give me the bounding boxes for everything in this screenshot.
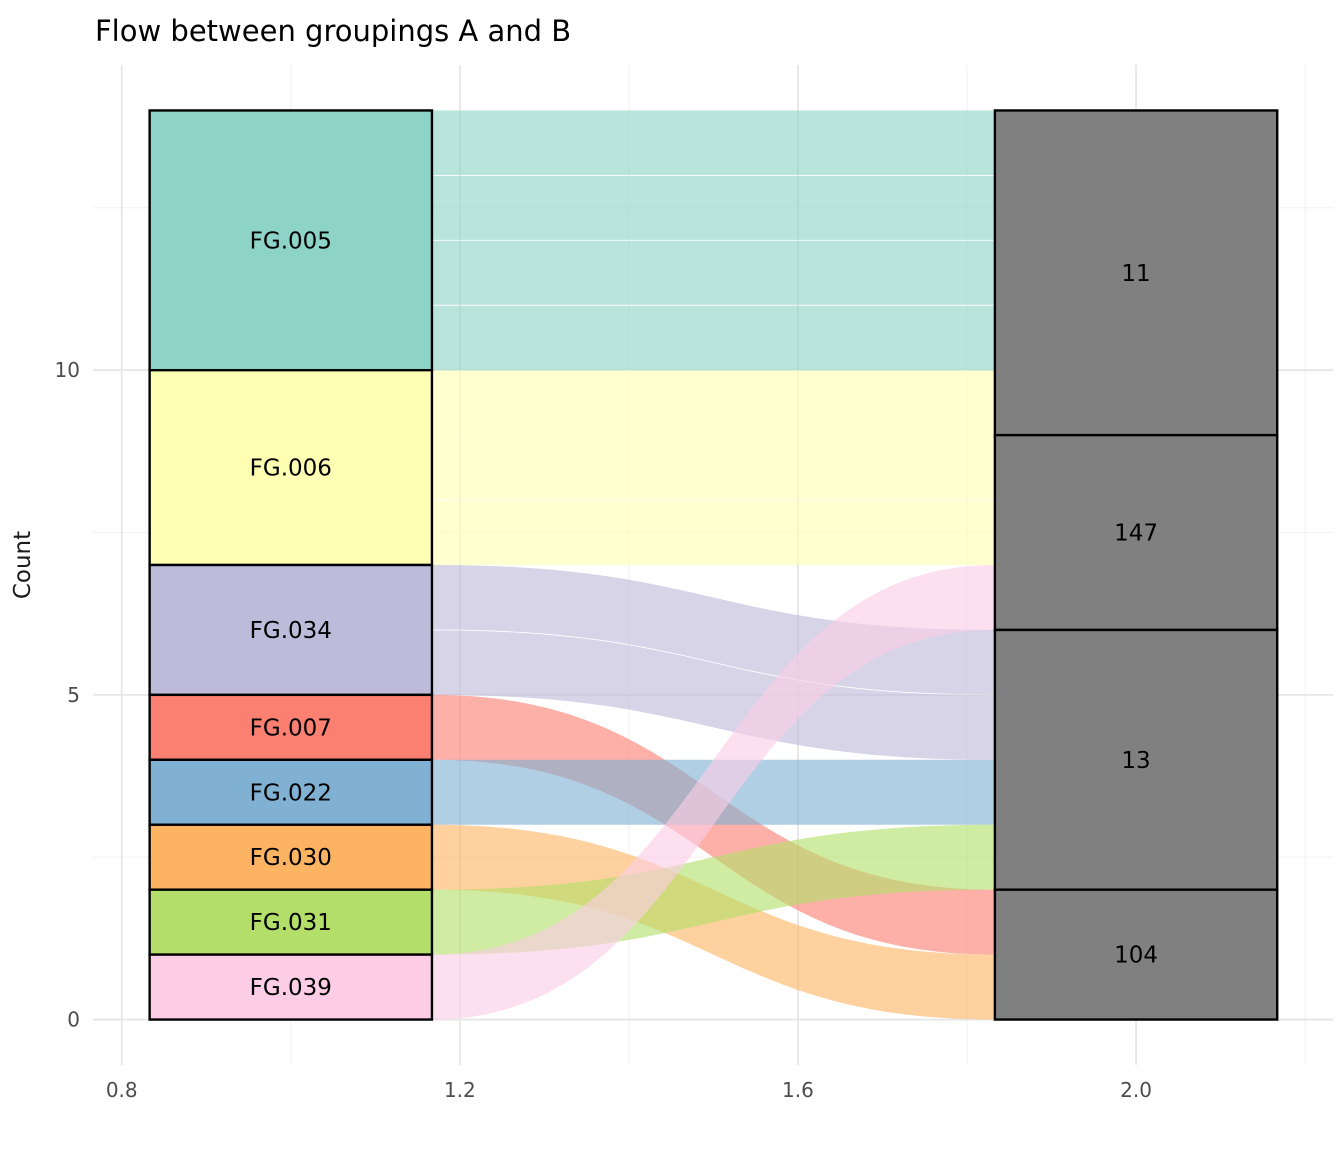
stratum-11[interactable]	[993, 109, 1279, 437]
flow-FG.005-11[interactable]	[431, 305, 995, 371]
flow-ribbons	[431, 110, 995, 1020]
x-tick-label: 2.0	[1120, 1078, 1152, 1102]
stratum-FG.030[interactable]	[148, 823, 434, 891]
flow-FG.039-147[interactable]	[431, 565, 995, 1020]
x-tick-label: 1.2	[444, 1078, 476, 1102]
strata-boxes: FG.005FG.006FG.034FG.007FG.022FG.030FG.0…	[148, 109, 1279, 1021]
flow-FG.005-11[interactable]	[431, 175, 995, 240]
stratum-104[interactable]	[993, 888, 1279, 1021]
y-tick-label: 0	[67, 1008, 80, 1032]
stratum-FG.007[interactable]	[148, 693, 434, 762]
x-tick-label: 0.8	[106, 1078, 138, 1102]
flow-FG.005-11[interactable]	[431, 240, 995, 305]
stratum-FG.034[interactable]	[148, 563, 434, 697]
stratum-FG.006[interactable]	[148, 368, 434, 567]
flow-FG.006-147[interactable]	[431, 435, 995, 500]
stratum-FG.005[interactable]	[148, 109, 434, 372]
flow-FG.006-11[interactable]	[431, 370, 995, 436]
stratum-147[interactable]	[993, 433, 1279, 632]
y-tick-label: 5	[67, 683, 80, 707]
chart-title: Flow between groupings A and B	[95, 14, 571, 48]
x-tick-label: 1.6	[782, 1078, 814, 1102]
flow-FG.034-13[interactable]	[431, 630, 995, 760]
stratum-FG.022[interactable]	[148, 758, 434, 826]
flow-FG.006-147[interactable]	[431, 500, 995, 565]
y-tick-label: 10	[55, 358, 80, 382]
axis-labels: 0 5 10 0.8 1.2 1.6 2.0	[55, 358, 1152, 1102]
y-axis-title: Count	[10, 531, 36, 599]
flow-FG.005-11[interactable]	[431, 110, 995, 175]
stratum-13[interactable]	[993, 628, 1279, 891]
stratum-FG.031[interactable]	[148, 888, 434, 956]
stratum-FG.039[interactable]	[148, 953, 434, 1021]
